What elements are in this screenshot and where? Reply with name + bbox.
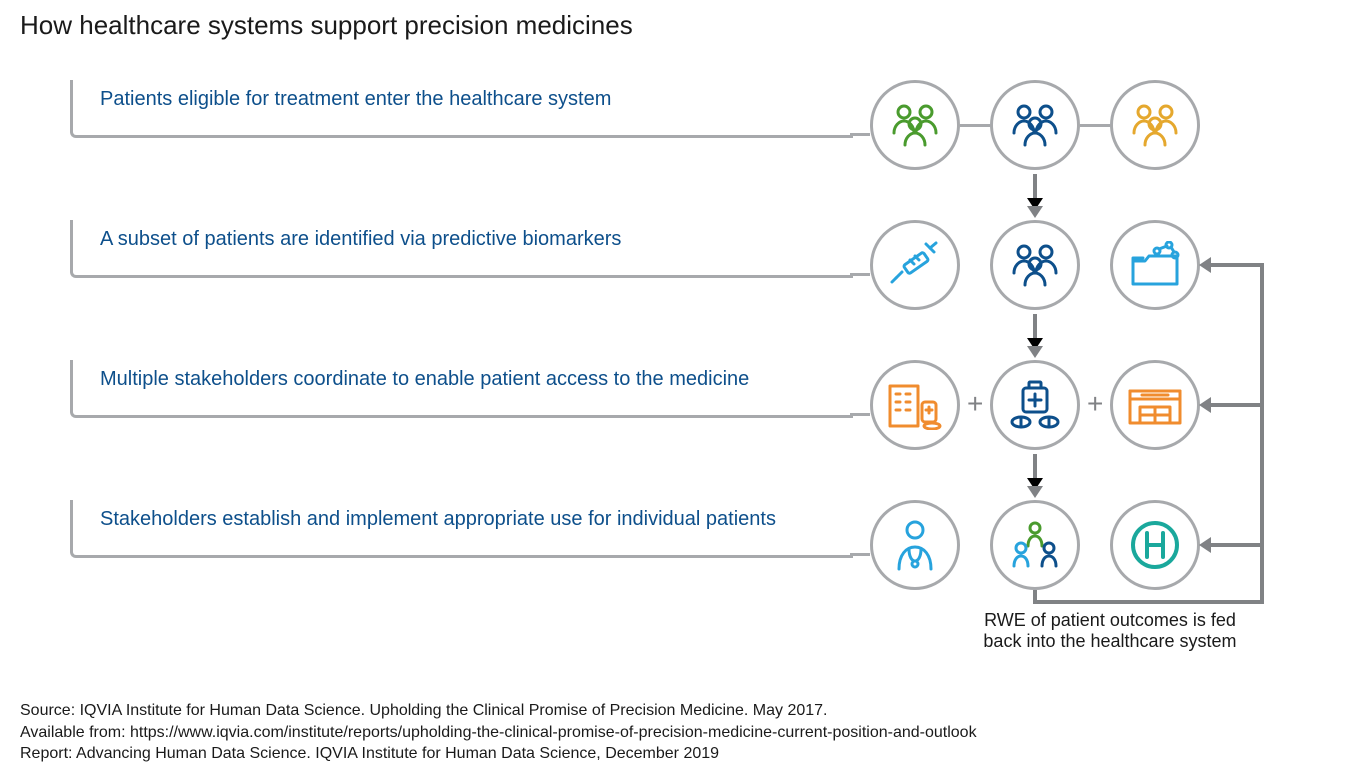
feedback-line [1260, 263, 1264, 604]
flow-arrow-down [1033, 454, 1037, 488]
diagram-node [870, 220, 960, 310]
node-connector [960, 124, 990, 127]
flow-arrow-down [1033, 314, 1037, 348]
plus-connector: + [967, 388, 983, 420]
feedback-arrow [1210, 403, 1264, 407]
flow-arrowhead [1027, 206, 1043, 218]
bracket-extension [850, 553, 870, 556]
step-label: Patients eligible for treatment enter th… [100, 88, 611, 111]
flow-arrowhead [1027, 486, 1043, 498]
flow-arrow-down [1033, 174, 1037, 208]
step-label: A subset of patients are identified via … [100, 228, 621, 251]
diagram-node [1110, 80, 1200, 170]
diagram-node [1110, 500, 1200, 590]
feedback-line [1033, 590, 1037, 602]
step-label: Multiple stakeholders coordinate to enab… [100, 368, 749, 391]
node-connector [1080, 124, 1110, 127]
diagram-node [990, 360, 1080, 450]
bracket-extension [850, 133, 870, 136]
feedback-caption: RWE of patient outcomes is fedback into … [940, 610, 1280, 652]
diagram-node [990, 80, 1080, 170]
diagram-node [990, 500, 1080, 590]
bracket-extension [850, 273, 870, 276]
feedback-arrowhead [1199, 397, 1211, 413]
plus-connector: + [1087, 388, 1103, 420]
feedback-arrowhead [1199, 257, 1211, 273]
feedback-arrowhead [1199, 537, 1211, 553]
feedback-arrow [1210, 543, 1264, 547]
diagram-node [870, 500, 960, 590]
feedback-arrow [1210, 263, 1264, 267]
diagram-node [990, 220, 1080, 310]
step-label: Stakeholders establish and implement app… [100, 508, 776, 531]
flow-arrowhead [1027, 346, 1043, 358]
diagram-node [870, 360, 960, 450]
source-footer: Source: IQVIA Institute for Human Data S… [20, 700, 977, 765]
diagram-node [1110, 220, 1200, 310]
bracket-extension [850, 413, 870, 416]
feedback-line [1033, 600, 1262, 604]
diagram-title: How healthcare systems support precision… [20, 10, 633, 41]
diagram-node [870, 80, 960, 170]
diagram-node [1110, 360, 1200, 450]
